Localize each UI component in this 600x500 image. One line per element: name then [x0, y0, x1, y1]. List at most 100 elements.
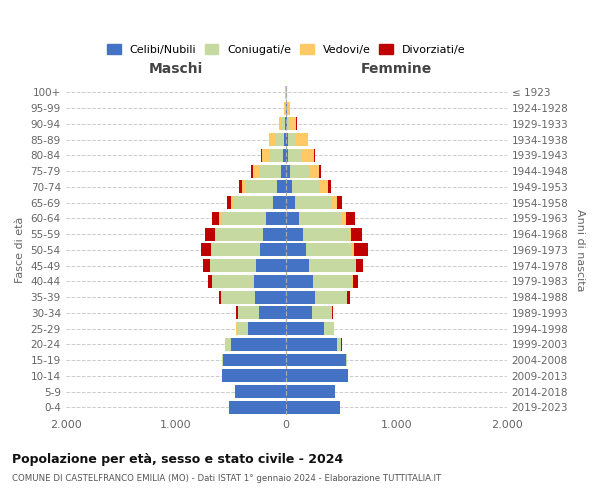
Bar [320, 180, 328, 194]
Bar [282, 118, 286, 130]
Bar [212, 275, 254, 288]
Bar [210, 259, 256, 272]
Bar [314, 149, 315, 162]
Bar [286, 354, 346, 366]
Bar [259, 164, 281, 177]
Bar [226, 338, 231, 350]
Bar [306, 244, 352, 256]
Bar [353, 275, 358, 288]
Bar [343, 212, 346, 225]
Bar [219, 290, 221, 304]
Bar [248, 322, 286, 335]
Bar [331, 196, 337, 209]
Bar [236, 322, 248, 335]
Bar [247, 180, 277, 194]
Bar [286, 275, 313, 288]
Bar [287, 118, 290, 130]
Bar [328, 180, 331, 194]
Text: Maschi: Maschi [149, 62, 203, 76]
Bar [269, 133, 275, 146]
Bar [286, 306, 311, 319]
Bar [286, 149, 289, 162]
Bar [212, 244, 260, 256]
Bar [286, 401, 340, 413]
Bar [235, 385, 286, 398]
Bar [286, 338, 337, 350]
Bar [221, 212, 266, 225]
Bar [256, 259, 286, 272]
Bar [266, 212, 286, 225]
Bar [287, 102, 288, 114]
Bar [290, 164, 310, 177]
Bar [347, 290, 350, 304]
Bar [236, 306, 238, 319]
Bar [286, 180, 292, 194]
Bar [337, 338, 341, 350]
Bar [284, 102, 286, 114]
Bar [238, 306, 259, 319]
Bar [231, 196, 235, 209]
Bar [221, 290, 256, 304]
Bar [286, 244, 306, 256]
Bar [251, 164, 253, 177]
Bar [346, 354, 347, 366]
Bar [260, 244, 286, 256]
Bar [286, 259, 310, 272]
Bar [286, 322, 323, 335]
Bar [299, 212, 343, 225]
Bar [222, 354, 223, 366]
Bar [286, 118, 287, 130]
Bar [315, 290, 347, 304]
Bar [290, 118, 296, 130]
Bar [286, 133, 288, 146]
Bar [201, 244, 211, 256]
Bar [311, 306, 331, 319]
Bar [286, 385, 335, 398]
Bar [215, 228, 263, 240]
Bar [279, 118, 282, 130]
Bar [211, 244, 212, 256]
Bar [286, 196, 295, 209]
Bar [295, 196, 331, 209]
Bar [303, 228, 349, 240]
Bar [323, 322, 334, 335]
Bar [253, 164, 259, 177]
Bar [296, 133, 308, 146]
Bar [261, 149, 262, 162]
Bar [349, 228, 351, 240]
Bar [319, 164, 322, 177]
Bar [256, 290, 286, 304]
Bar [354, 244, 368, 256]
Bar [208, 275, 212, 288]
Bar [288, 133, 296, 146]
Bar [275, 133, 284, 146]
Text: Popolazione per età, sesso e stato civile - 2024: Popolazione per età, sesso e stato civil… [12, 452, 343, 466]
Y-axis label: Fasce di età: Fasce di età [15, 216, 25, 283]
Bar [289, 149, 302, 162]
Bar [259, 306, 286, 319]
Bar [337, 196, 343, 209]
Bar [203, 259, 209, 272]
Bar [212, 212, 220, 225]
Text: Femmine: Femmine [361, 62, 432, 76]
Bar [254, 275, 286, 288]
Text: COMUNE DI CASTELFRANCO EMILIA (MO) - Dati ISTAT 1° gennaio 2024 - Elaborazione T: COMUNE DI CASTELFRANCO EMILIA (MO) - Dat… [12, 474, 441, 483]
Bar [235, 196, 273, 209]
Bar [284, 133, 286, 146]
Bar [239, 180, 242, 194]
Bar [356, 259, 364, 272]
Bar [242, 180, 247, 194]
Bar [313, 275, 352, 288]
Bar [288, 102, 290, 114]
Bar [286, 370, 348, 382]
Bar [286, 290, 315, 304]
Bar [302, 149, 314, 162]
Bar [292, 180, 320, 194]
Bar [269, 149, 283, 162]
Bar [220, 212, 221, 225]
Bar [229, 401, 286, 413]
Bar [263, 228, 286, 240]
Bar [332, 306, 333, 319]
Bar [283, 149, 286, 162]
Legend: Celibi/Nubili, Coniugati/e, Vedovi/e, Divorziati/e: Celibi/Nubili, Coniugati/e, Vedovi/e, Di… [103, 40, 469, 60]
